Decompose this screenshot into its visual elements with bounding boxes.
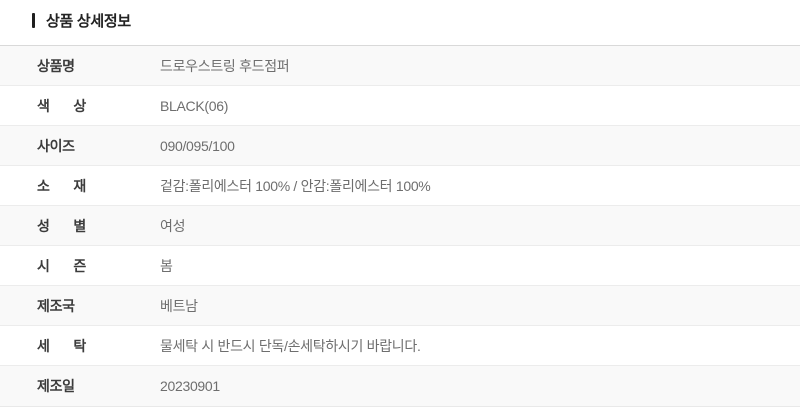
row-label: 소 재 <box>37 177 86 194</box>
row-label-cell: 상품명 <box>0 56 160 76</box>
row-label: 시 즌 <box>37 257 86 274</box>
row-value: 물세탁 시 반드시 단독/손세탁하시기 바랍니다. <box>160 337 421 354</box>
table-row: 시 즌 봄 <box>0 246 800 286</box>
row-label-cell: 제조일 <box>0 376 160 396</box>
table-row: 제조일 20230901 <box>0 366 800 406</box>
row-value: 20230901 <box>160 378 220 394</box>
table-row: 성 별 여성 <box>0 206 800 246</box>
row-label-cell: 시 즌 <box>0 256 160 276</box>
row-value: 겉감:폴리에스터 100% / 안감:폴리에스터 100% <box>160 177 431 194</box>
row-value: BLACK(06) <box>160 97 229 114</box>
row-label: 상품명 <box>37 57 75 74</box>
table-row: 사이즈 090/095/100 <box>0 126 800 166</box>
table-row: 색 상 BLACK(06) <box>0 86 800 126</box>
row-label: 색 상 <box>37 97 86 114</box>
row-value: 봄 <box>160 257 173 274</box>
section-header: 상품 상세정보 <box>32 9 800 31</box>
row-label-cell: 성 별 <box>0 216 160 236</box>
title-bar-icon <box>32 12 35 28</box>
row-label-cell: 제조국 <box>0 296 160 316</box>
row-value: 090/095/100 <box>160 137 235 154</box>
row-value: 드로우스트링 후드점퍼 <box>160 57 290 74</box>
table-row: 제조국 베트남 <box>0 286 800 326</box>
row-value: 베트남 <box>160 297 198 314</box>
row-value: 여성 <box>160 217 186 234</box>
row-label-cell: 색 상 <box>0 96 160 116</box>
table-row: 세 탁 물세탁 시 반드시 단독/손세탁하시기 바랍니다. <box>0 326 800 366</box>
row-label: 제조국 <box>37 297 75 314</box>
row-label-cell: 세 탁 <box>0 336 160 356</box>
row-label: 성 별 <box>37 217 86 234</box>
table-row: 상품명 드로우스트링 후드점퍼 <box>0 46 800 86</box>
row-label-cell: 소 재 <box>0 176 160 196</box>
table-row: 소 재 겉감:폴리에스터 100% / 안감:폴리에스터 100% <box>0 166 800 206</box>
row-label: 세 탁 <box>37 337 86 354</box>
row-label: 제조일 <box>37 378 75 394</box>
product-detail-page: 상품 상세정보 상품명 드로우스트링 후드점퍼 색 상 BLACK(06) 사이… <box>0 9 800 418</box>
product-detail-table: 상품명 드로우스트링 후드점퍼 색 상 BLACK(06) 사이즈 090/09… <box>0 45 800 407</box>
section-title: 상품 상세정보 <box>46 12 131 30</box>
row-label: 사이즈 <box>37 137 75 154</box>
row-label-cell: 사이즈 <box>0 136 160 156</box>
